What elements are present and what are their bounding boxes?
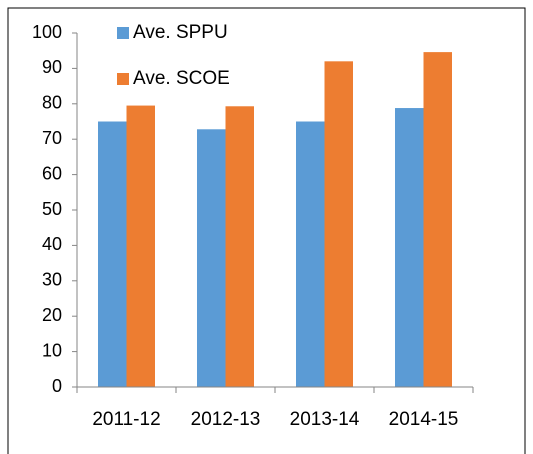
bar: [395, 108, 424, 387]
bar: [423, 52, 452, 388]
bar: [98, 121, 127, 387]
y-tick-label: 70: [42, 128, 62, 148]
y-tick-label: 80: [42, 93, 62, 113]
y-tick-label: 60: [42, 163, 62, 183]
y-tick-label: 20: [42, 305, 62, 325]
y-tick-label: 100: [32, 22, 62, 42]
y-tick-label: 10: [42, 340, 62, 360]
x-tick-label: 2011-12: [92, 409, 160, 430]
bar: [296, 121, 325, 387]
bar: [197, 129, 226, 387]
x-tick-label: 2014-15: [389, 409, 459, 430]
legend-label: Ave. SPPU: [133, 22, 228, 43]
x-tick-label: 2012-13: [191, 409, 261, 430]
legend-swatch: [117, 27, 129, 39]
y-tick-label: 0: [52, 376, 62, 396]
frame-border: [7, 7, 526, 454]
bar: [324, 61, 353, 387]
legend-label: Ave. SCOE: [133, 68, 230, 89]
bar: [225, 106, 254, 387]
y-tick-label: 50: [42, 199, 62, 219]
bar: [126, 105, 155, 387]
legend-swatch: [117, 73, 129, 85]
y-tick-label: 30: [42, 270, 62, 290]
y-tick-label: 90: [42, 57, 62, 77]
x-tick-label: 2013-14: [290, 409, 360, 430]
y-tick-label: 40: [42, 234, 62, 254]
